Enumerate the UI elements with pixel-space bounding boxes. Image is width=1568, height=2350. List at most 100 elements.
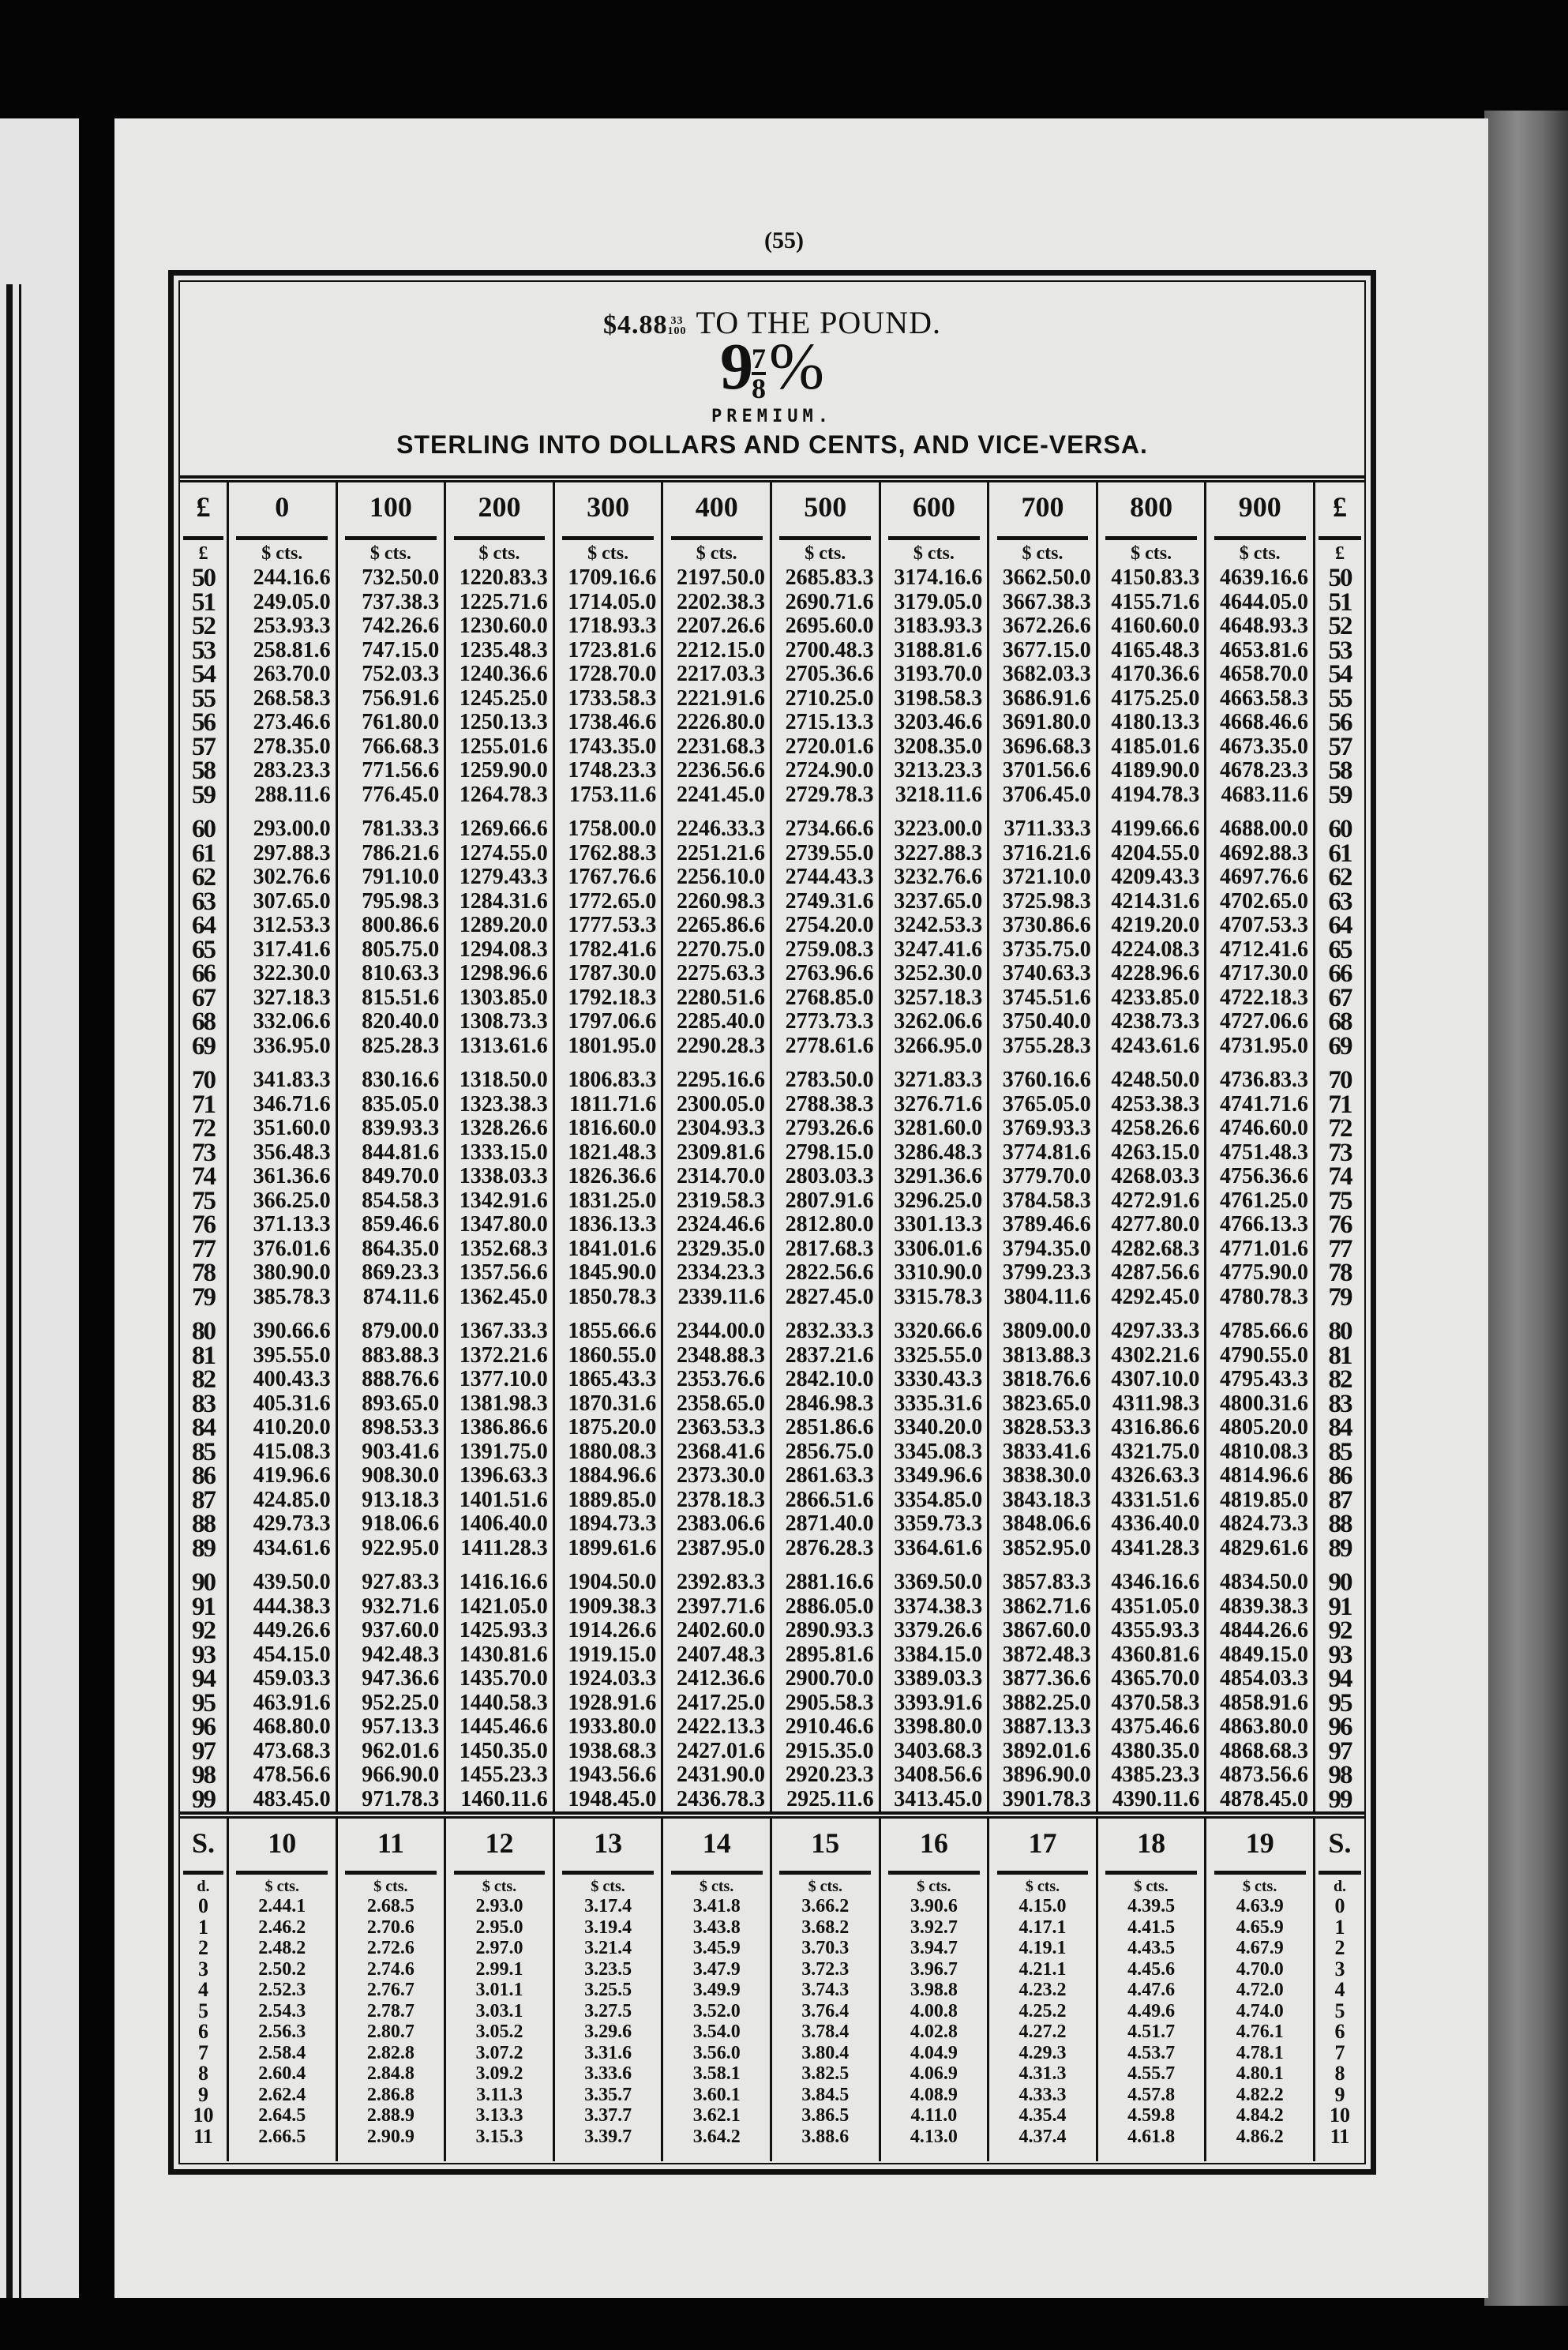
value-cell: 1904.50.0 (555, 1570, 664, 1595)
column-header: 17 (989, 1819, 1098, 1868)
value-cell: 1914.26.6 (555, 1618, 664, 1643)
value-cell: 1338.03.3 (446, 1164, 555, 1189)
value-cell: 786.21.6 (338, 841, 447, 865)
unit-label: $ cts. (779, 536, 872, 565)
value-cell: 1240.36.6 (446, 662, 555, 687)
value-cell: 4839.38.3 (1206, 1594, 1315, 1619)
value-cell: 800.86.6 (338, 913, 447, 938)
value-cell: 4.19.1 (989, 1938, 1098, 1959)
value-cell: 3296.25.0 (881, 1188, 990, 1213)
value-cell: 2851.86.6 (772, 1415, 881, 1440)
unit-label: $ cts. (1214, 1871, 1306, 1896)
value-cell: 1245.25.0 (446, 686, 555, 711)
row-label: 62 (1328, 863, 1353, 892)
value-cell: 1381.98.3 (446, 1391, 555, 1416)
value-cell: 4155.71.6 (1098, 590, 1207, 614)
value-cell: 2226.80.0 (663, 710, 772, 735)
value-cell: 4355.93.3 (1098, 1618, 1207, 1643)
value-cell: 3.15.3 (446, 2126, 555, 2161)
value-cell: 830.16.6 (338, 1068, 447, 1093)
value-cell: 4.51.7 (1098, 2022, 1207, 2043)
value-cell: 3896.90.0 (989, 1762, 1098, 1788)
value-cell: 1313.61.6 (446, 1034, 555, 1068)
value-cell: 4731.95.0 (1206, 1034, 1315, 1068)
value-cell: 942.48.3 (338, 1642, 447, 1667)
value-cell: 737.38.3 (338, 590, 447, 614)
value-cell: 1943.56.6 (555, 1762, 664, 1788)
value-cell: 4224.08.3 (1098, 937, 1207, 962)
value-cell: 3325.55.0 (881, 1343, 990, 1368)
row-label: 79 (1328, 1282, 1353, 1312)
row-label: 86 (1328, 1462, 1353, 1490)
row-label: 96 (180, 1714, 229, 1740)
value-cell: 1347.80.0 (446, 1212, 555, 1237)
value-cell: 2729.78.3 (772, 783, 881, 817)
value-cell: 2685.83.3 (772, 565, 881, 591)
value-cell: 405.31.6 (229, 1391, 338, 1416)
value-cell: 3.88.6 (772, 2126, 881, 2161)
value-cell: 3379.26.6 (881, 1618, 990, 1643)
value-cell: 3862.71.6 (989, 1594, 1098, 1619)
value-cell: 1294.08.3 (446, 937, 555, 962)
value-cell: 2285.40.0 (663, 1009, 772, 1034)
row-label: 95 (1328, 1688, 1353, 1717)
value-cell: 3.68.2 (772, 1916, 881, 1938)
row-label: 90 (1328, 1568, 1353, 1597)
row-label: 78 (180, 1260, 229, 1286)
value-cell: 3349.96.6 (881, 1463, 990, 1488)
table-row: 53 258.81.6 747.15.0 1235.48.3 1723.81.6 2212… (180, 637, 1364, 663)
value-cell: 3271.83.3 (881, 1068, 990, 1093)
row-label: 3 (1334, 1957, 1345, 1980)
value-cell: 429.73.3 (229, 1511, 338, 1537)
value-cell: 4800.31.6 (1206, 1391, 1315, 1416)
value-cell: 473.68.3 (229, 1739, 338, 1763)
value-cell: 1298.96.6 (446, 961, 555, 986)
value-cell: 3779.70.0 (989, 1164, 1098, 1189)
value-cell: 2.56.3 (229, 2022, 338, 2043)
value-cell: 742.26.6 (338, 614, 447, 639)
rate-fraction-denominator: 100 (667, 325, 687, 337)
row-label: 69 (180, 1033, 229, 1068)
value-cell: 4209.43.3 (1098, 865, 1207, 890)
row-label: 11 (180, 2126, 229, 2161)
row-label: 99 (1328, 1785, 1353, 1814)
value-cell: 3799.23.3 (989, 1260, 1098, 1286)
value-cell: 957.13.3 (338, 1714, 447, 1740)
value-cell: 2334.23.3 (663, 1260, 772, 1286)
table-row: 81 395.55.0 883.88.3 1372.21.6 1860.55.0 2348… (180, 1342, 1364, 1368)
value-cell: 888.76.6 (338, 1367, 447, 1392)
value-cell: 1821.48.3 (555, 1140, 664, 1165)
value-cell: 903.41.6 (338, 1440, 447, 1464)
table-row: 4 2.52.3 2.76.7 3.01.1 3.25.5 3.49.9 3.74.3 3.9… (180, 1979, 1364, 2001)
value-cell: 3.70.3 (772, 1938, 881, 1959)
value-cell: 4302.21.6 (1098, 1343, 1207, 1368)
value-cell: 1889.85.0 (555, 1488, 664, 1512)
value-cell: 468.80.0 (229, 1714, 338, 1740)
value-cell: 4.17.1 (989, 1916, 1098, 1938)
value-cell: 3.74.3 (772, 1980, 881, 2001)
row-label: 91 (180, 1594, 229, 1620)
value-cell: 1909.38.3 (555, 1594, 664, 1619)
value-cell: 459.03.3 (229, 1666, 338, 1691)
value-cell: 922.95.0 (338, 1536, 447, 1571)
value-cell: 2754.20.0 (772, 913, 881, 938)
value-cell: 4653.81.6 (1206, 638, 1315, 663)
value-cell: 4.84.2 (1206, 2105, 1315, 2127)
value-cell: 4795.43.3 (1206, 1367, 1315, 1392)
row-label: 66 (1328, 959, 1353, 988)
column-header-row: S. 10 11 12 13 14 15 16 17 18 19 S. (180, 1819, 1364, 1868)
value-cell: 3716.21.6 (989, 841, 1098, 865)
value-cell: 2427.01.6 (663, 1739, 772, 1763)
value-cell: 859.46.6 (338, 1212, 447, 1237)
value-cell: 3208.35.0 (881, 734, 990, 759)
value-cell: 4727.06.6 (1206, 1009, 1315, 1034)
value-cell: 3291.36.6 (881, 1164, 990, 1189)
value-cell: 2915.35.0 (772, 1739, 881, 1763)
value-cell: 4775.90.0 (1206, 1260, 1315, 1286)
value-cell: 2846.98.3 (772, 1391, 881, 1416)
value-cell: 3384.15.0 (881, 1642, 990, 1667)
value-cell: 297.88.3 (229, 841, 338, 865)
value-cell: 2832.33.3 (772, 1319, 881, 1344)
value-cell: 791.10.0 (338, 865, 447, 890)
table-row: 98 478.56.6 966.90.0 1455.23.3 1943.56.6 2431… (180, 1762, 1364, 1788)
